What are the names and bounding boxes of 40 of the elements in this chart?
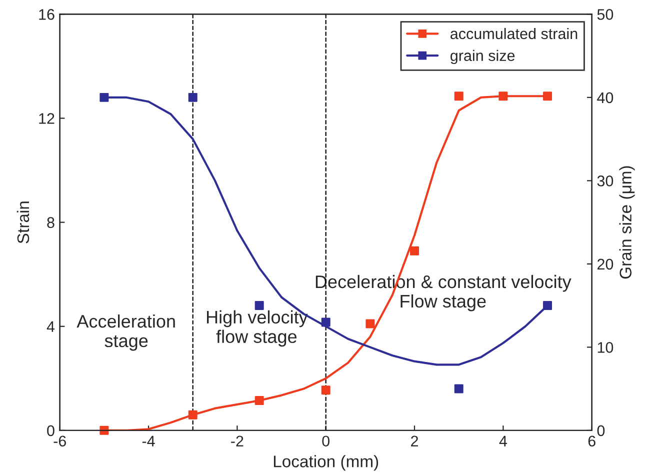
- point: [254, 396, 264, 406]
- x-tick-label: -4: [142, 436, 155, 446]
- legend-label: grain size: [450, 50, 515, 64]
- point: [498, 92, 508, 101]
- point: [100, 426, 109, 435]
- point: [321, 318, 330, 327]
- x-tick-label: 4: [499, 436, 507, 446]
- y2-tick-label: 10: [598, 342, 614, 353]
- point: [188, 410, 198, 420]
- y2-tick-label: 50: [597, 9, 614, 20]
- y2-tick-label: 20: [597, 258, 614, 270]
- y2-axis-title: Grain size (μm): [619, 166, 635, 279]
- x-tick-label: 2: [411, 436, 418, 446]
- point: [410, 246, 420, 256]
- point: [454, 92, 464, 101]
- x-tick-label: 6: [588, 436, 596, 447]
- y-tick-label: 16: [39, 9, 54, 20]
- y-tick-label: 12: [39, 113, 54, 124]
- x-axis-title: Location (mm): [274, 455, 378, 471]
- point: [543, 92, 552, 101]
- point: [188, 92, 198, 102]
- y2-tick-label: 30: [597, 176, 614, 186]
- y-axis-title: Strain: [16, 202, 30, 244]
- legend-label: accumulated strain: [450, 28, 578, 40]
- point: [254, 301, 264, 310]
- x-tick-label: -2: [231, 436, 244, 446]
- point: [100, 92, 109, 102]
- y-tick-label: 8: [47, 217, 54, 228]
- x-tick-label: -6: [54, 436, 66, 447]
- y-tick-label: 4: [46, 321, 55, 332]
- y2-tick-label: 0: [597, 425, 605, 436]
- annotation: High velocity flow stage: [206, 310, 308, 347]
- point: [543, 301, 552, 310]
- point: [454, 384, 464, 394]
- annotation: Acceleration stage: [76, 314, 175, 351]
- point: [321, 386, 330, 395]
- y2-tick-label: 40: [597, 92, 614, 104]
- x-tick-label: 0: [322, 436, 330, 447]
- point: [366, 319, 375, 328]
- y-tick-label: 0: [47, 425, 54, 436]
